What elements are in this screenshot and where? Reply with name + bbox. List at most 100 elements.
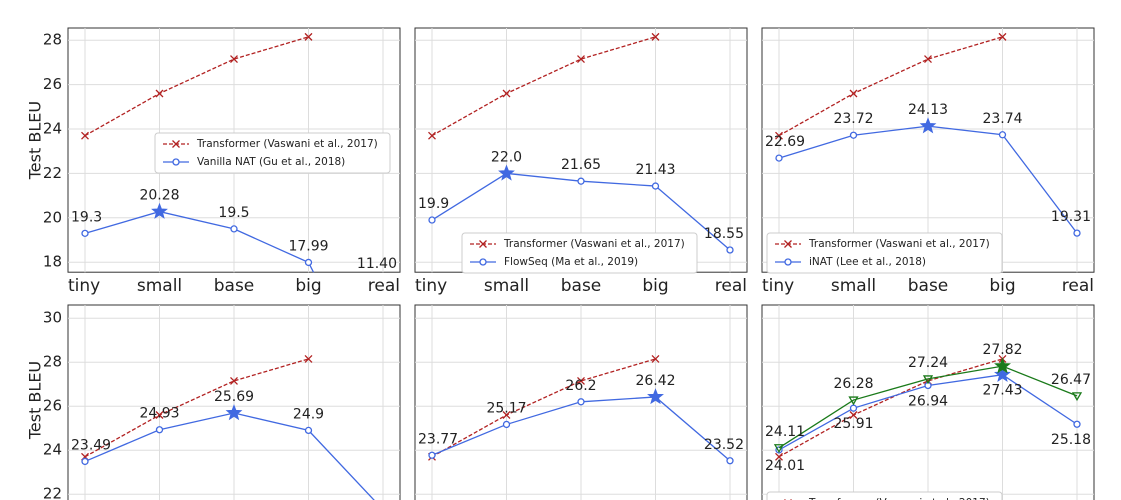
marker <box>775 154 783 162</box>
y-tick-label: 28 <box>43 353 62 371</box>
data-label: 24.93 <box>139 406 179 422</box>
marker <box>428 216 436 224</box>
data-label: 17.99 <box>288 238 328 254</box>
marker <box>428 131 436 140</box>
data-label: 25.17 <box>486 400 526 416</box>
y-tick-label: 26 <box>43 397 62 415</box>
marker <box>428 451 436 459</box>
marker <box>726 457 734 465</box>
marker <box>651 32 660 41</box>
marker <box>230 55 238 64</box>
legend-box <box>766 491 1003 500</box>
marker-star <box>498 164 515 181</box>
panel: tiny small base big real 19.9 22.0 21.65 21.43 18… <box>414 27 748 296</box>
data-label: 23.72 <box>833 111 873 127</box>
marker <box>502 411 511 419</box>
series-line <box>778 358 1003 458</box>
series-line <box>84 36 309 137</box>
marker <box>726 246 734 254</box>
y-tick-label: 24 <box>43 120 62 138</box>
marker <box>577 376 585 385</box>
data-label: 18.55 <box>704 226 744 242</box>
series-layer <box>428 32 734 254</box>
legend-label: Transformer (Vaswani et al., 2017) <box>196 138 378 150</box>
data-label: 25.18 <box>1051 432 1091 448</box>
series-line <box>431 358 656 458</box>
marker <box>502 89 511 98</box>
marker <box>230 376 238 385</box>
marker <box>773 444 785 454</box>
data-label: 24.13 <box>908 102 948 118</box>
data-label: 22.69 <box>765 134 805 150</box>
marker <box>155 426 164 434</box>
y-tick-label: 30 <box>43 309 62 327</box>
panel: 23.77 25.17 26.2 26.42 23.52 <box>414 304 748 500</box>
marker <box>998 32 1007 41</box>
y-tick-label: 24 <box>43 441 62 459</box>
marker <box>1071 392 1083 402</box>
marker <box>577 177 585 185</box>
y-tick-label: 18 <box>43 253 62 271</box>
data-label: 20.28 <box>139 188 179 204</box>
data-label: 26.47 <box>1051 372 1091 388</box>
y-tick-label: 28 <box>43 31 62 49</box>
marker <box>502 420 511 429</box>
marker <box>651 354 660 363</box>
data-label: 23.49 <box>71 437 111 453</box>
series-layer <box>773 354 1083 461</box>
series-line <box>431 36 656 137</box>
marker <box>172 158 180 166</box>
marker <box>172 140 180 148</box>
y-tick-label: 22 <box>43 164 62 182</box>
marker <box>849 404 858 412</box>
legend-box <box>766 232 1003 274</box>
marker <box>998 131 1007 139</box>
data-label: 26.2 <box>565 378 596 394</box>
marker <box>849 131 858 139</box>
marker <box>81 229 89 238</box>
data-label: 27.82 <box>982 342 1022 358</box>
y-tick-label: 26 <box>43 75 62 93</box>
marker <box>577 55 585 64</box>
y-axis-label: Test BLEU <box>26 361 45 440</box>
panel: 18 20 22 24 26 28 tiny small base big real Test BLE… <box>26 27 401 296</box>
y-tick-label: 22 <box>43 485 62 500</box>
x-tick-label: small <box>831 276 876 296</box>
data-label: 24.01 <box>765 458 805 474</box>
x-tick-label: small <box>137 276 182 296</box>
x-tick-label: base <box>214 276 255 296</box>
marker <box>1073 420 1081 428</box>
x-tick-label: big <box>642 276 668 296</box>
legend-label: iNAT (Lee et al., 2018) <box>809 256 926 268</box>
series-layer <box>81 354 375 500</box>
marker <box>230 225 238 233</box>
marker-star <box>994 357 1011 374</box>
x-tick-label: real <box>368 276 400 296</box>
y-tick-label: 20 <box>43 208 62 226</box>
data-label: 19.5 <box>218 205 249 221</box>
marker <box>849 411 858 419</box>
marker <box>304 258 313 267</box>
marker <box>81 457 89 466</box>
x-tick-label: base <box>561 276 602 296</box>
marker <box>848 396 859 406</box>
y-axis-label: Test BLEU <box>26 101 45 180</box>
marker <box>849 89 858 98</box>
data-label: 22.0 <box>491 149 522 165</box>
legend-box <box>461 232 698 274</box>
series-layer <box>428 354 734 465</box>
legend-label: Transformer (Vaswani et al., 2017) <box>808 238 990 250</box>
legend-label: Transformer (Vaswani et al., 2017) <box>808 497 990 500</box>
marker <box>775 131 783 140</box>
data-label: 23.74 <box>982 111 1022 127</box>
data-label: 26.94 <box>908 394 948 410</box>
series-layer <box>81 32 315 273</box>
marker-star <box>647 388 664 405</box>
marker <box>479 240 487 248</box>
x-tick-label: tiny <box>68 276 100 296</box>
data-label: 27.43 <box>982 383 1022 399</box>
marker <box>304 354 313 363</box>
x-tick-label: real <box>1062 276 1094 296</box>
data-label: 11.40 <box>357 256 397 272</box>
